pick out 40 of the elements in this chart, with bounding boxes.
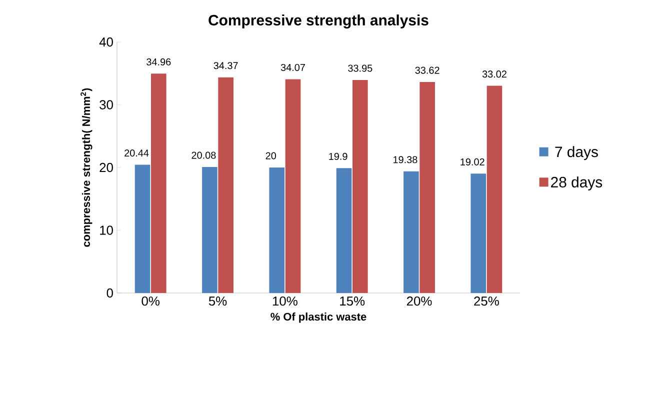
data-label: 34.96 — [146, 58, 171, 66]
bar — [285, 79, 301, 293]
x-tick-label: 20% — [406, 296, 432, 306]
y-tick-label: 0 — [106, 288, 113, 298]
bar — [218, 77, 234, 293]
y-tick-label: 30 — [100, 100, 113, 110]
data-label: 33.62 — [415, 66, 440, 74]
x-tick-label: 25% — [474, 296, 499, 306]
data-label: 34.37 — [214, 62, 238, 70]
bar — [134, 164, 150, 293]
bar — [352, 80, 368, 293]
x-tick-label: 10% — [272, 296, 298, 306]
y-tick-label: 20 — [100, 162, 113, 172]
bar — [336, 168, 352, 293]
chart-title: Compressive strength analysis — [208, 14, 428, 29]
y-axis-title: compressive strength( N/mm$^{2}$) — [80, 88, 92, 247]
bar — [150, 74, 166, 293]
data-label: 19.02 — [460, 158, 484, 166]
x-tick-label: 5% — [208, 296, 227, 306]
legend-label: 28 days — [551, 176, 602, 190]
bar — [486, 86, 502, 293]
data-label: 33.02 — [482, 70, 506, 78]
data-label: 33.95 — [348, 64, 372, 72]
data-label: 20.08 — [192, 152, 216, 159]
data-label: 19.9 — [329, 152, 348, 160]
bar — [420, 82, 435, 293]
y-tick-label: 10 — [100, 226, 113, 235]
bar — [202, 166, 218, 293]
x-axis-title: % Of plastic waste — [270, 312, 366, 323]
bar — [404, 171, 419, 293]
data-label: 34.07 — [280, 64, 305, 72]
x-tick-label: 15% — [340, 296, 365, 306]
data-label: 20 — [266, 152, 276, 160]
legend-label: 7 days — [555, 146, 598, 160]
data-label: 20.44 — [124, 149, 149, 157]
x-tick-label: 0% — [142, 296, 160, 306]
data-label: 19.38 — [393, 156, 418, 164]
bar — [470, 174, 486, 293]
y-tick-label: 40 — [99, 37, 113, 47]
bar — [269, 167, 285, 293]
